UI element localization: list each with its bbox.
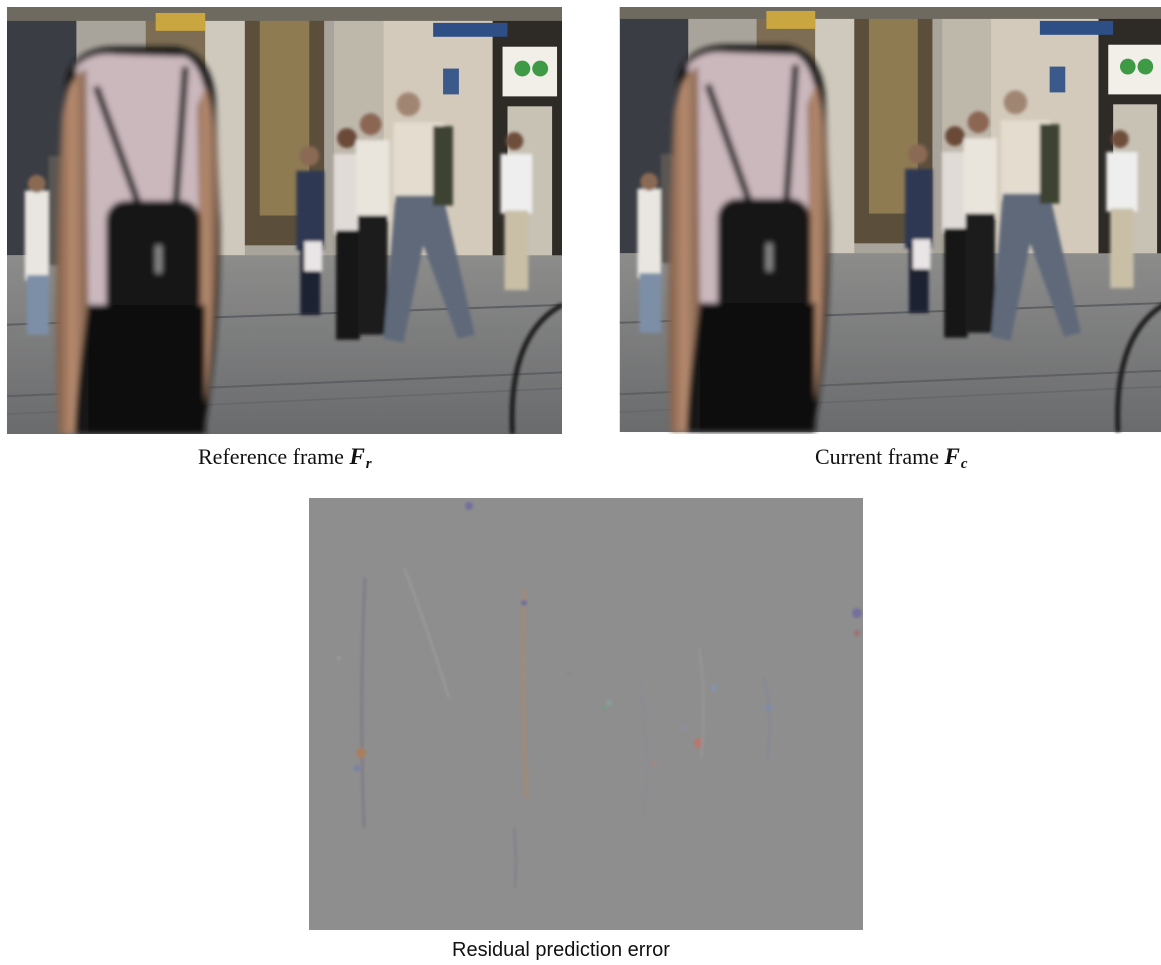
- reference-frame-caption: Reference frame Fr: [198, 444, 372, 472]
- reference-frame-symbol: F: [349, 444, 365, 469]
- reference-frame-image: [7, 7, 562, 434]
- reference-frame-subscript: r: [365, 456, 372, 472]
- residual-error-image: [309, 498, 863, 930]
- current-caption-text: Current frame: [815, 444, 939, 469]
- reference-caption-text: Reference frame: [198, 444, 344, 469]
- current-frame-image: [614, 7, 1161, 434]
- residual-error-caption: Residual prediction error: [452, 939, 670, 961]
- current-frame-subscript: c: [960, 456, 968, 472]
- current-frame-symbol: F: [944, 444, 960, 469]
- current-frame-caption: Current frame Fc: [815, 444, 968, 472]
